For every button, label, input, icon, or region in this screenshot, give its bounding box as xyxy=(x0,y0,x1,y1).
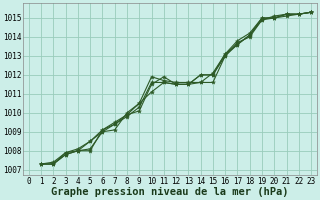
X-axis label: Graphe pression niveau de la mer (hPa): Graphe pression niveau de la mer (hPa) xyxy=(51,187,289,197)
